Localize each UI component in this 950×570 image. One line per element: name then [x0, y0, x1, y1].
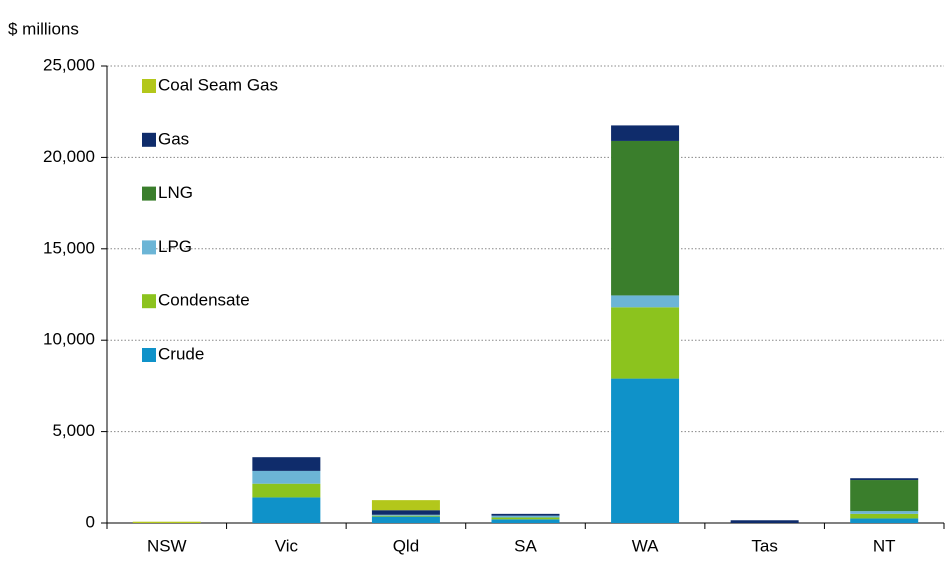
- bar-segment: [252, 483, 321, 498]
- y-tick-label: 5,000: [52, 421, 95, 440]
- legend-label: Condensate: [158, 291, 250, 310]
- bar-segment: [491, 517, 560, 520]
- y-tick-label: 10,000: [43, 330, 95, 349]
- legend-swatch: [142, 240, 156, 255]
- legend-swatch: [142, 132, 156, 147]
- x-tick-label: NSW: [147, 536, 187, 555]
- x-tick-label: NT: [873, 536, 896, 555]
- x-tick-label: WA: [632, 536, 659, 555]
- x-tick-label: Tas: [751, 536, 777, 555]
- legend-label: Coal Seam Gas: [158, 75, 278, 94]
- bar-segment: [252, 497, 321, 523]
- bar-segment: [611, 295, 680, 308]
- x-tick-label: SA: [514, 536, 537, 555]
- bar-segment: [371, 510, 440, 515]
- bar-segment: [491, 519, 560, 523]
- bar-segment: [371, 514, 440, 516]
- bar-segment: [611, 140, 680, 296]
- y-tick-label: 0: [86, 512, 95, 531]
- bar-segment: [611, 307, 680, 379]
- legend-swatch: [142, 348, 156, 362]
- bar-segment: [850, 513, 919, 519]
- bar-segment: [371, 515, 440, 517]
- y-axis-label: $ millions: [8, 19, 79, 38]
- legend-label: Crude: [158, 344, 204, 363]
- bar-segment: [730, 520, 799, 523]
- bar-segment: [371, 516, 440, 523]
- bar-segment: [371, 500, 440, 511]
- bar-segment: [850, 480, 919, 512]
- bar-segment: [252, 470, 321, 484]
- bar-segment: [252, 457, 321, 471]
- bar-segment: [491, 515, 560, 518]
- bar-segment: [850, 518, 919, 523]
- bar-segment: [850, 478, 919, 481]
- y-tick-label: 25,000: [43, 55, 95, 74]
- legend-swatch: [142, 186, 156, 201]
- bar-segment: [611, 378, 680, 523]
- bar-segment: [850, 511, 919, 514]
- legend-label: LNG: [158, 183, 193, 202]
- bar-segment: [611, 125, 680, 141]
- x-tick-label: Qld: [393, 536, 419, 555]
- y-tick-label: 15,000: [43, 238, 95, 257]
- legend-label: LPG: [158, 237, 192, 256]
- legend-label: Gas: [158, 129, 189, 148]
- bar-segment: [132, 521, 201, 523]
- bar-segment: [491, 513, 560, 516]
- y-tick-label: 20,000: [43, 147, 95, 166]
- legend-swatch: [142, 294, 156, 309]
- legend-swatch: [142, 79, 156, 93]
- x-tick-label: Vic: [275, 536, 299, 555]
